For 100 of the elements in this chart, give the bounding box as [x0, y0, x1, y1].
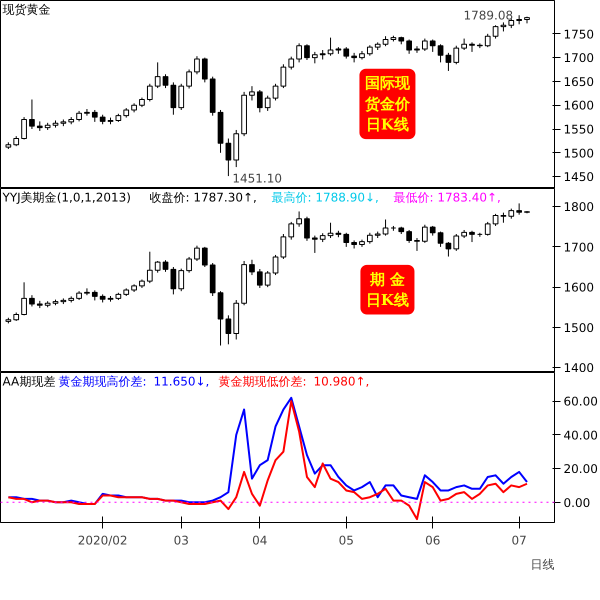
candlestick: [178, 83, 184, 110]
candlestick: [21, 116, 27, 140]
candlestick: [446, 242, 452, 258]
candlestick: [256, 89, 263, 113]
y-tick-label: 20.00: [564, 462, 598, 476]
candlestick: [256, 268, 263, 288]
y-tick-label: 1700: [564, 240, 594, 254]
candlestick: [123, 108, 130, 118]
candlestick: [453, 233, 460, 252]
series-label: 黄金期现低价差:: [218, 374, 307, 388]
x-tick-label: 07: [512, 534, 527, 548]
candlestick: [186, 256, 192, 274]
text: 1451.10: [232, 172, 282, 186]
candlestick: [492, 213, 498, 226]
annotation: 收盘价: 1787.30↑,: [150, 190, 257, 204]
candlestick: [272, 83, 278, 101]
y-tick-label: 40.00: [564, 428, 598, 442]
candlestick: [366, 232, 373, 244]
candlestick: [438, 44, 444, 63]
candlestick: [484, 33, 491, 48]
candlestick: [422, 38, 428, 52]
y-tick-label: 1500: [564, 320, 594, 335]
y-tick-label: 60.00: [564, 394, 598, 409]
candlestick: [29, 98, 35, 130]
chart-title: 现货黄金: [2, 2, 50, 16]
text: 黄金期现高价差:: [58, 374, 147, 388]
candlestick: [312, 235, 318, 254]
candlestick: [29, 294, 35, 307]
y-tick-label: 1600: [564, 98, 594, 113]
candlestick: [194, 56, 200, 75]
candlestick: [304, 44, 310, 60]
candlestick: [430, 225, 436, 236]
candlestick: [288, 56, 294, 70]
candlestick: [469, 230, 475, 243]
text: 1789.08: [464, 8, 514, 23]
candlestick: [304, 216, 310, 242]
candlestick: [264, 95, 271, 112]
candlestick: [492, 24, 498, 40]
candlestick: [146, 83, 153, 102]
y-tick-label: 1800: [564, 200, 594, 214]
annotation: 最低价: 1783.40↑,: [394, 190, 501, 204]
candlestick: [131, 102, 137, 113]
candlestick: [146, 251, 153, 284]
candlestick: [100, 114, 106, 125]
candlestick: [406, 229, 412, 244]
x-tick-label: 03: [174, 534, 189, 548]
candlestick: [162, 74, 168, 89]
candlestick: [366, 44, 373, 56]
candlestick: [21, 282, 27, 316]
candlestick: [139, 97, 145, 108]
candlestick: [343, 232, 350, 248]
candlestick: [461, 38, 467, 50]
annotation: 国际现货金价日K线: [364, 74, 411, 134]
line-series: [7, 396, 528, 505]
y-tick-label: 1700: [564, 51, 594, 66]
candlestick: [422, 224, 428, 244]
x-tick-label: 06: [425, 534, 440, 548]
candlestick: [508, 18, 514, 29]
candlestick: [170, 266, 176, 295]
candlestick: [280, 64, 286, 89]
candlestick: [382, 36, 388, 47]
candlestick: [414, 238, 420, 252]
candlestick: [351, 52, 357, 63]
candlestick: [264, 270, 271, 288]
candlestick: [202, 246, 208, 268]
candlestick: [516, 14, 522, 25]
candlestick: [202, 57, 208, 83]
candlestick: [430, 39, 436, 52]
candlestick: [272, 254, 278, 276]
candlestick: [92, 290, 98, 301]
y-tick-label: 0.00: [564, 496, 590, 510]
candlestick: [484, 221, 491, 236]
x-tick-label: 05: [338, 534, 354, 548]
candlestick: [382, 219, 388, 236]
candlestick: [154, 62, 161, 89]
candlestick: [162, 260, 168, 272]
candlestick: [194, 245, 200, 262]
x-tick-label: 04: [252, 534, 268, 548]
annotation: 最高价: 1788.90↓,: [272, 190, 379, 204]
candlestick: [320, 50, 326, 60]
candlestick: [438, 231, 444, 248]
y-tick-label: 1600: [564, 280, 594, 295]
candlestick: [516, 202, 522, 216]
candlestick: [453, 45, 460, 65]
x-axis-title: 日线: [530, 558, 554, 572]
annotation: 期 金日K线: [366, 270, 409, 310]
candlestick: [500, 212, 506, 224]
candlestick: [249, 259, 255, 276]
candlestick: [312, 51, 318, 64]
candlestick: [178, 268, 184, 292]
x-tick-label: 2020/02: [78, 534, 128, 548]
candlestick: [500, 22, 506, 32]
candlestick: [13, 136, 20, 147]
line-series: [7, 400, 528, 520]
candlestick: [154, 260, 161, 274]
candlestick: [249, 86, 255, 101]
annotation: 11.650↓,: [154, 374, 210, 388]
y-tick-label: 1750: [564, 27, 594, 42]
candlestick: [170, 82, 176, 116]
candlestick: [288, 221, 294, 240]
